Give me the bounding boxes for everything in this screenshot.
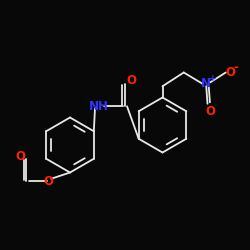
Text: +: +: [210, 74, 217, 83]
Text: O: O: [225, 66, 235, 79]
Text: O: O: [44, 175, 54, 188]
Text: N: N: [201, 77, 211, 90]
Text: O: O: [206, 105, 216, 118]
Text: O: O: [126, 74, 136, 87]
Text: NH: NH: [89, 100, 109, 113]
Text: O: O: [15, 150, 25, 163]
Text: -: -: [234, 62, 239, 74]
